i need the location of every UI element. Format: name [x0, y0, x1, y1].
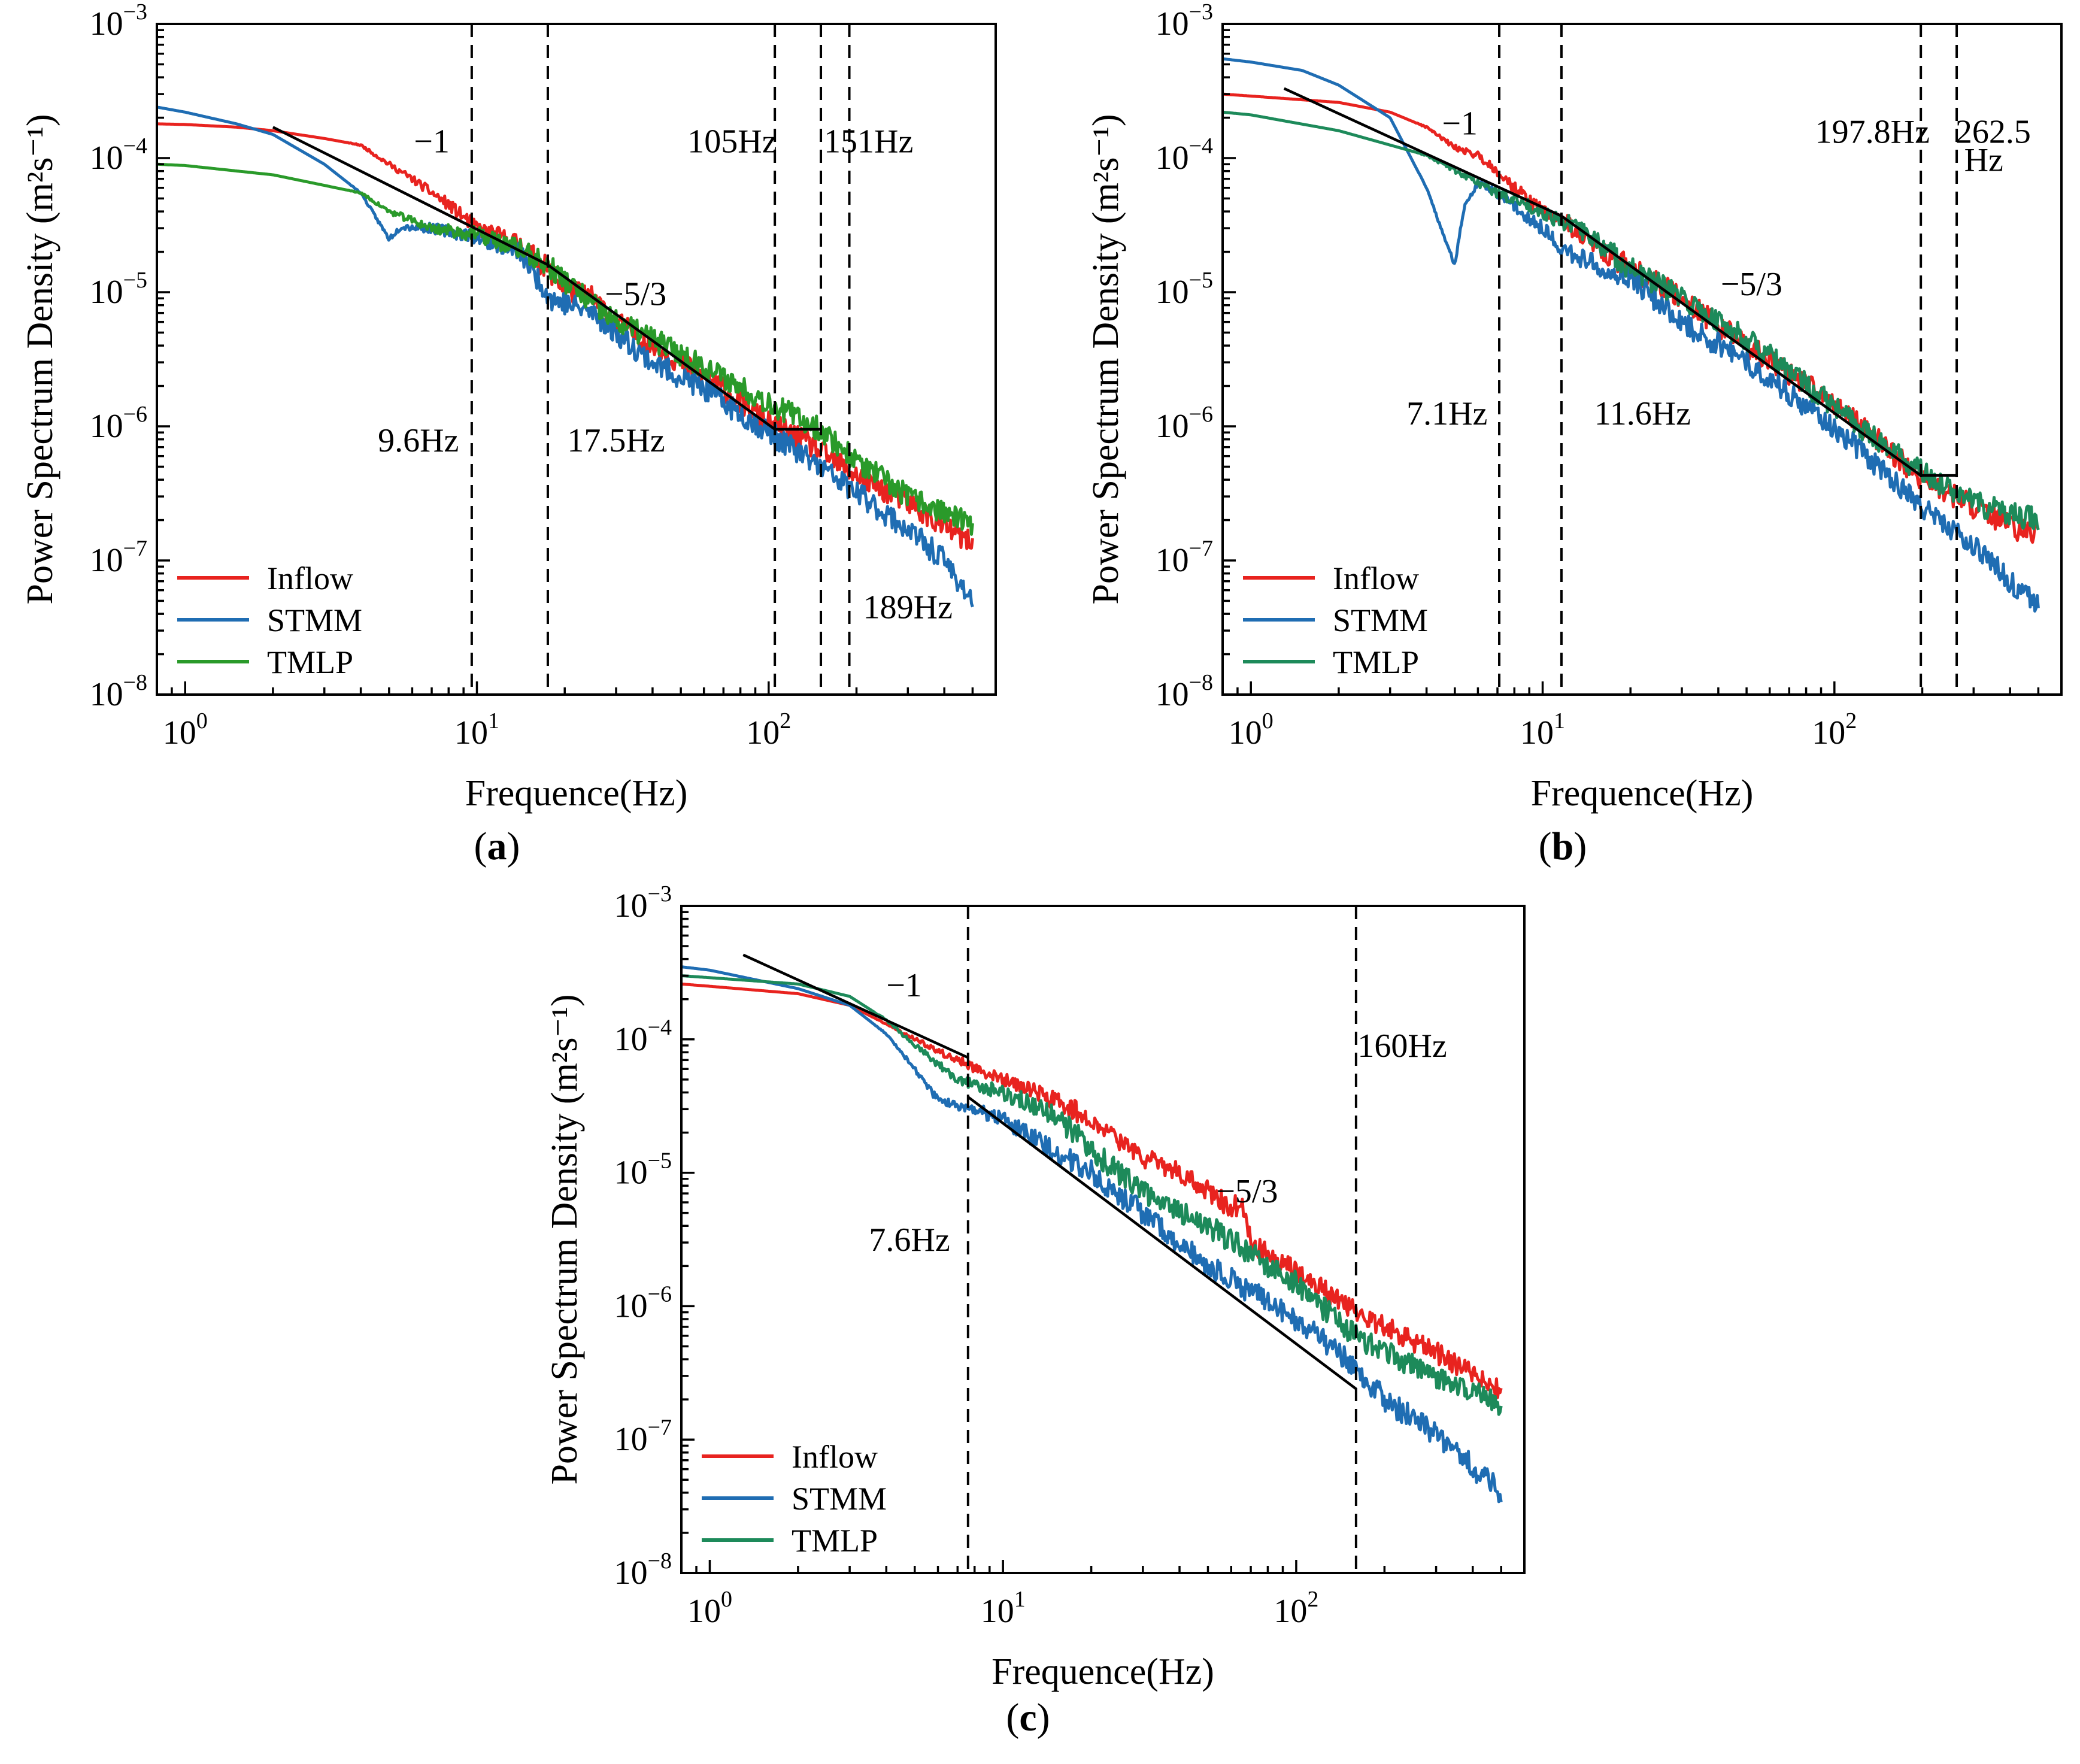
annotation-label: −5/3	[1721, 266, 1782, 303]
y-tick-label: 10−8	[614, 1548, 672, 1592]
y-tick-label: 10−4	[90, 134, 147, 177]
x-tick-label: 101	[454, 708, 499, 751]
y-tick-label: 10−3	[1156, 0, 1213, 43]
annotation-label: −5/3	[605, 276, 666, 313]
y-axis-title: Power Spectrum Density (m²s⁻¹)	[20, 114, 60, 605]
legend-label-inflow: Inflow	[1333, 560, 1419, 596]
y-tick-label: 10−8	[1156, 670, 1213, 713]
y-tick-label: 10−5	[1156, 268, 1213, 311]
panel-label: (a)	[474, 825, 520, 868]
x-tick-label: 102	[746, 708, 791, 751]
y-tick-label: 10−7	[90, 536, 147, 579]
chart-panel-a: −1 −5/3 9.6Hz 17.5Hz 105Hz 151Hz 189Hz 100 101 10…	[20, 0, 997, 868]
annotation-label: 197.8Hz	[1815, 113, 1930, 150]
legend-label-inflow: Inflow	[792, 1439, 878, 1475]
legend-label-stmm: STMM	[1333, 602, 1428, 638]
x-tick-label: 100	[163, 708, 208, 751]
y-tick-label: 10−4	[614, 1015, 672, 1058]
annotation-label: 11.6Hz	[1594, 395, 1691, 432]
legend: Inflow STMM TMLP	[177, 560, 362, 680]
legend-label-stmm: STMM	[792, 1481, 887, 1517]
annotation-label: 151Hz	[824, 123, 913, 160]
y-tick-label: 10−6	[1156, 402, 1213, 445]
annotation-label: 7.1Hz	[1406, 395, 1487, 432]
legend-label-tmlp: TMLP	[267, 644, 353, 680]
x-tick-label: 101	[981, 1587, 1026, 1630]
annotation-label: −1	[414, 123, 450, 160]
legend-label-inflow: Inflow	[267, 560, 353, 596]
chart-panel-b: −1 −5/3 7.1Hz 11.6Hz 197.8Hz 262.5Hz 100 101 102…	[1086, 0, 2063, 868]
panel-label: (b)	[1539, 825, 1587, 868]
y-tick-label: 10−8	[90, 670, 147, 713]
series-line-inflow	[681, 982, 1503, 1399]
fit-line-1	[547, 263, 776, 431]
annotation-label: 160Hz	[1357, 1028, 1447, 1065]
legend: Inflow STMM TMLP	[702, 1439, 887, 1559]
annotation-label: 262.5	[1955, 113, 2031, 150]
y-axis-title: Power Spectrum Density (m²s⁻¹)	[1086, 114, 1126, 605]
fit-line-0	[1283, 87, 1562, 217]
plot-frame	[156, 23, 997, 696]
annotation-label: −5/3	[1216, 1173, 1278, 1210]
plot-frame	[680, 905, 1526, 1574]
annotation-label: 7.6Hz	[869, 1222, 950, 1259]
series-line-stmm	[681, 965, 1503, 1504]
series-line-tmlp	[1223, 110, 2040, 531]
legend-label-stmm: STMM	[267, 602, 362, 638]
y-tick-label: 10−5	[90, 268, 147, 311]
x-tick-label: 100	[687, 1587, 732, 1630]
fit-line-0	[272, 126, 548, 266]
x-axis-title: Frequence(Hz)	[1531, 773, 1754, 814]
y-tick-label: 10−4	[1156, 134, 1213, 177]
annotation-label: 105Hz	[687, 123, 777, 160]
legend-label-tmlp: TMLP	[792, 1523, 878, 1559]
fit-line-1	[967, 1096, 1357, 1390]
annotation-label: Hz	[1964, 142, 2003, 179]
y-tick-label: 10−5	[614, 1148, 672, 1192]
series-line-stmm	[157, 105, 974, 608]
x-tick-label: 102	[1274, 1587, 1318, 1630]
chart-panel-c: −1 −5/3 7.6Hz 160Hz 100 101 102 10−8 10−7 10−6 10−…	[544, 881, 1526, 1739]
plot-frame	[1221, 23, 2063, 696]
annotation-label: 9.6Hz	[378, 422, 459, 459]
series-line-tmlp	[157, 162, 974, 536]
annotation-label: −1	[1442, 105, 1478, 143]
annotation-label: 17.5Hz	[567, 422, 665, 459]
y-tick-label: 10−7	[1156, 536, 1213, 579]
legend: Inflow STMM TMLP	[1243, 560, 1428, 680]
annotation-label: −1	[886, 967, 922, 1004]
x-tick-label: 102	[1812, 708, 1857, 751]
x-tick-label: 100	[1229, 708, 1274, 751]
annotation-label: 189Hz	[863, 589, 953, 626]
x-tick-label: 101	[1520, 708, 1565, 751]
x-axis-title: Frequence(Hz)	[992, 1651, 1214, 1692]
panel-label: (c)	[1006, 1696, 1050, 1739]
y-axis-title: Power Spectrum Density (m²s⁻¹)	[544, 995, 585, 1485]
series-line-inflow	[1223, 92, 2039, 544]
y-tick-label: 10−6	[614, 1281, 672, 1324]
fit-line-0	[742, 953, 969, 1059]
y-tick-label: 10−3	[90, 0, 147, 43]
x-axis-title: Frequence(Hz)	[465, 773, 688, 814]
fit-line-1	[1560, 214, 1922, 477]
y-tick-label: 10−3	[614, 881, 672, 925]
legend-label-tmlp: TMLP	[1333, 644, 1419, 680]
y-tick-label: 10−6	[90, 402, 147, 445]
y-tick-label: 10−7	[614, 1415, 672, 1458]
series-line-stmm	[1223, 57, 2040, 613]
